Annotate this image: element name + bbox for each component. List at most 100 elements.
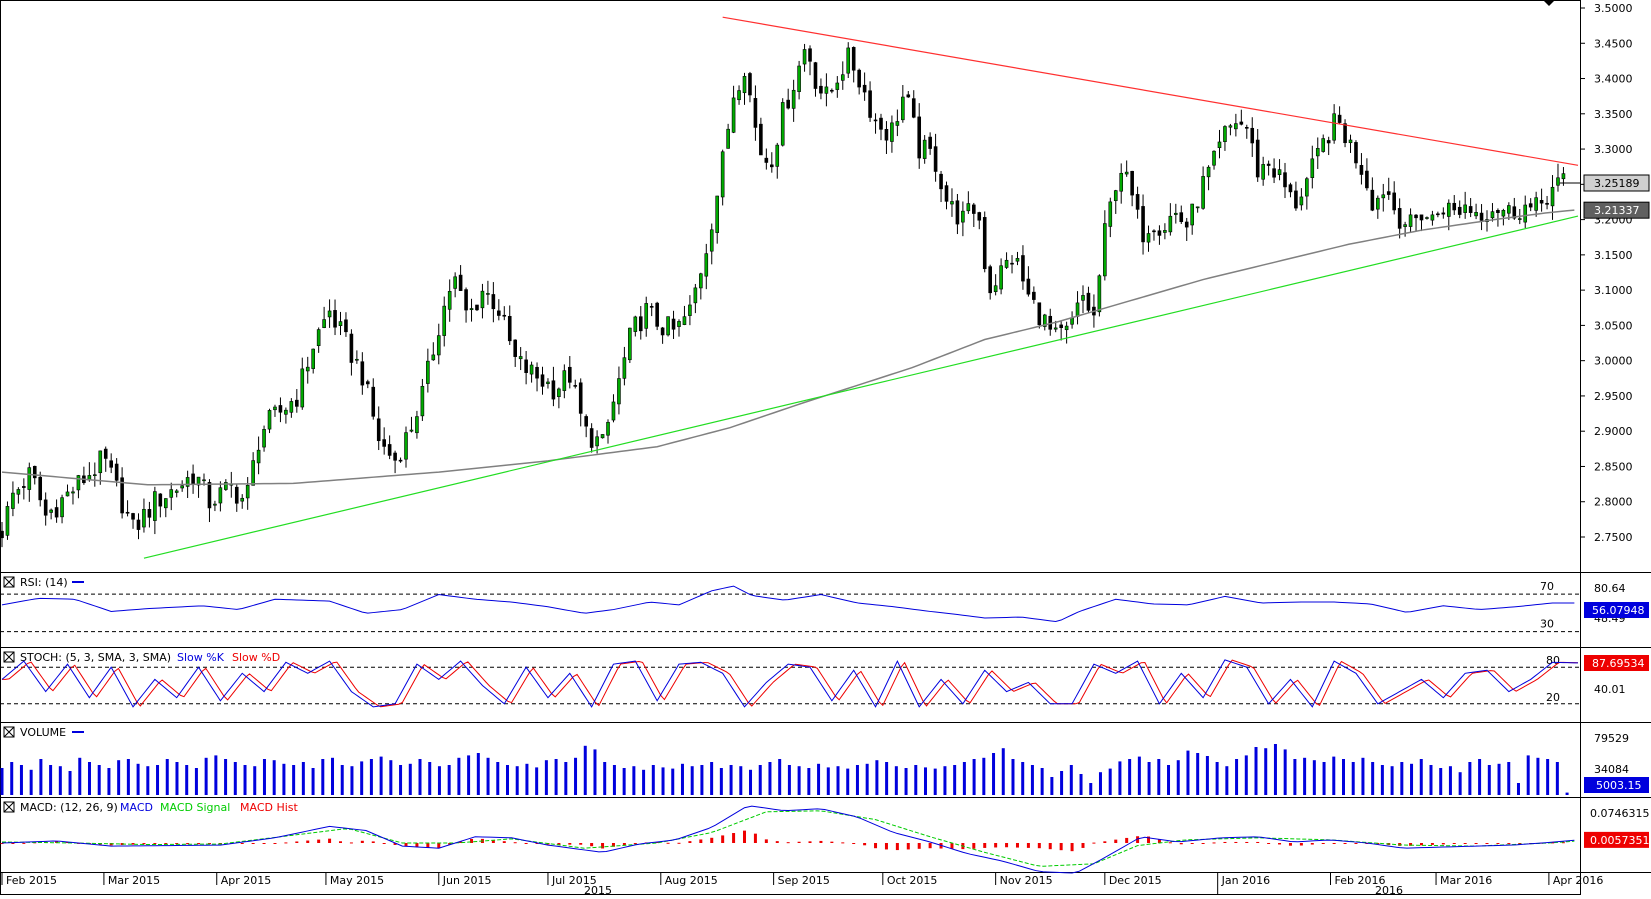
macd-hist-bar bbox=[393, 843, 397, 845]
macd-hist-bar bbox=[1485, 843, 1489, 844]
rsi-axis-label: 80.64 bbox=[1594, 582, 1626, 595]
candle-body bbox=[857, 69, 861, 88]
macd-hist-bar bbox=[1179, 843, 1183, 845]
volume-bar bbox=[87, 762, 91, 795]
volume-bar bbox=[340, 765, 344, 795]
volume-bar bbox=[1079, 774, 1083, 795]
volume-bar bbox=[447, 765, 451, 795]
candle-body bbox=[699, 273, 703, 289]
candle-body bbox=[355, 358, 359, 361]
macd-hist-bar bbox=[622, 843, 626, 846]
candle-body bbox=[895, 121, 900, 126]
candle-body bbox=[0, 530, 4, 539]
volume-bar bbox=[1468, 762, 1472, 795]
volume-bar bbox=[282, 763, 286, 795]
volume-bar bbox=[1332, 756, 1336, 795]
candle-body bbox=[1539, 200, 1544, 204]
scroll-marker-icon bbox=[1543, 0, 1555, 6]
candle-body bbox=[224, 482, 228, 490]
candle-body bbox=[873, 119, 878, 122]
candle-body bbox=[278, 405, 283, 413]
candle-body bbox=[524, 359, 528, 373]
volume-bar bbox=[1273, 744, 1277, 795]
volume-bar bbox=[1351, 762, 1355, 795]
volume-bar bbox=[78, 757, 82, 795]
price-tick-label: 3.0500 bbox=[1594, 319, 1633, 332]
macd-hist-bar bbox=[677, 842, 681, 844]
macd-hist-bar bbox=[972, 843, 976, 849]
volume-bar bbox=[126, 759, 130, 795]
candle-body bbox=[1021, 255, 1025, 282]
macd-hist-bar bbox=[1409, 843, 1413, 846]
volume-bar bbox=[817, 763, 821, 795]
volume-bar bbox=[505, 765, 509, 795]
macd-hist-bar bbox=[1015, 843, 1019, 848]
macd-hist-bar bbox=[535, 843, 539, 844]
candle-body bbox=[1315, 148, 1320, 157]
candle-body bbox=[1010, 262, 1014, 265]
candle-body bbox=[835, 82, 840, 90]
candle-body bbox=[1261, 164, 1265, 180]
volume-bar bbox=[58, 766, 62, 795]
candle-body bbox=[961, 210, 965, 223]
stoch-level-label: 20 bbox=[1546, 691, 1560, 704]
volume-bar bbox=[1021, 762, 1025, 795]
candle-body bbox=[562, 370, 567, 391]
volume-bar bbox=[1410, 763, 1414, 795]
candle-body bbox=[693, 287, 698, 304]
candle-body bbox=[114, 463, 119, 481]
candle-body bbox=[518, 356, 523, 360]
candle-body bbox=[1037, 302, 1042, 326]
candle-body bbox=[267, 410, 272, 430]
macd-hist-bar bbox=[917, 843, 921, 849]
ma-price-label: 3.21337 bbox=[1594, 204, 1640, 217]
volume-bar bbox=[321, 759, 325, 795]
volume-title: VOLUME bbox=[20, 726, 66, 739]
candle-body bbox=[1414, 214, 1418, 219]
macd-hist-bar bbox=[775, 841, 779, 843]
macd-hist-bar bbox=[557, 843, 561, 845]
volume-bar bbox=[739, 766, 743, 795]
stoch-d-line bbox=[2, 659, 1579, 708]
candle-body bbox=[906, 94, 911, 98]
candle-body bbox=[1496, 210, 1500, 213]
volume-bar bbox=[768, 762, 772, 795]
volume-bar bbox=[855, 765, 859, 795]
volume-bar bbox=[525, 763, 529, 795]
stoch-panel: STOCH: (5, 3, SMA, 3, SMA) Slow %K Slow %D… bbox=[0, 651, 1649, 708]
volume-bar bbox=[1098, 772, 1102, 795]
macd-hist-bar bbox=[175, 843, 179, 845]
candle-body bbox=[617, 378, 621, 405]
macd-hist-bar bbox=[1496, 843, 1500, 844]
price-panel: 3.50003.45003.40003.35003.30003.25003.20… bbox=[0, 2, 1650, 559]
macd-hist-bar bbox=[1114, 839, 1118, 843]
macd-hist-bar bbox=[950, 843, 954, 849]
macd-hist-bar bbox=[164, 843, 168, 845]
candle-body bbox=[966, 203, 971, 212]
candle-body bbox=[1468, 206, 1473, 213]
volume-bar bbox=[29, 769, 33, 795]
volume-bar bbox=[1448, 766, 1452, 795]
candle-body bbox=[709, 229, 714, 252]
candle-body bbox=[1119, 172, 1124, 192]
rsi-title: RSI: (14) bbox=[20, 576, 68, 589]
candle-body bbox=[1032, 291, 1036, 300]
macd-hist-bar bbox=[1026, 843, 1030, 848]
macd-hist-bar bbox=[1059, 843, 1063, 851]
macd-hist-bar bbox=[470, 839, 474, 843]
price-tick-label: 2.8500 bbox=[1594, 460, 1633, 473]
volume-bar bbox=[437, 766, 441, 795]
price-tick-label: 2.8000 bbox=[1594, 496, 1633, 509]
candle-body bbox=[770, 164, 774, 168]
volume-bar bbox=[10, 762, 14, 795]
volume-bar bbox=[19, 765, 23, 795]
candle-body bbox=[65, 491, 70, 497]
candle-body bbox=[638, 316, 643, 332]
volume-bar bbox=[554, 759, 558, 795]
month-label: Oct 2015 bbox=[887, 874, 938, 887]
candle-body bbox=[726, 128, 730, 149]
candle-body bbox=[382, 439, 386, 447]
macd-hist-bar bbox=[601, 843, 605, 849]
